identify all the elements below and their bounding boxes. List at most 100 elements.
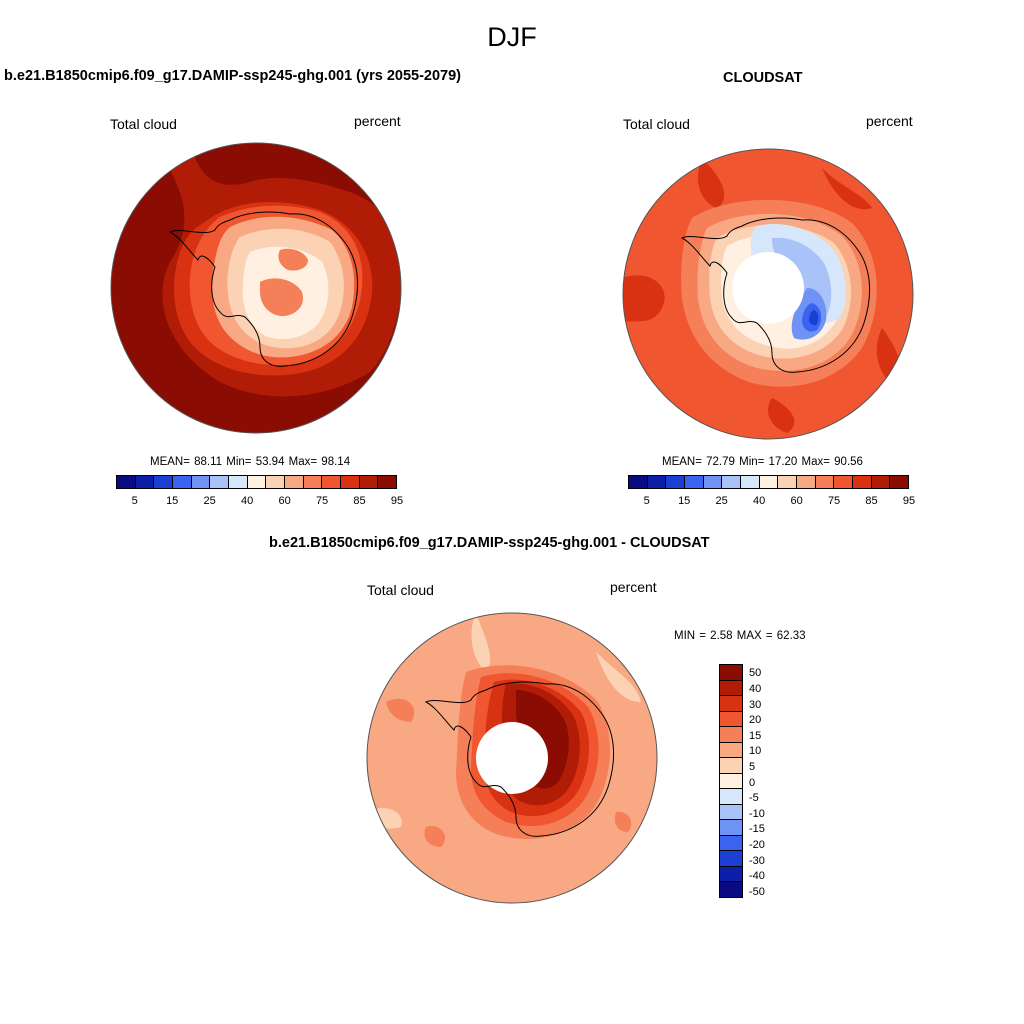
colorbar-swatch — [778, 476, 798, 488]
colorbar-tick-label: 75 — [827, 495, 841, 507]
diff-panel-title: b.e21.B1850cmip6.f09_g17.DAMIP-ssp245-gh… — [269, 535, 710, 551]
colorbar-swatch — [173, 476, 192, 488]
colorbar-tick-label: 95 — [902, 495, 916, 507]
colorbar-tick-label: 20 — [749, 714, 762, 727]
colorbar-swatch — [720, 804, 742, 821]
colorbar-swatch — [117, 476, 136, 488]
colorbar-swatch — [834, 476, 854, 488]
colorbar-tick-label: 85 — [353, 495, 366, 507]
colorbar-swatch — [720, 835, 742, 852]
colorbar-tick-label: 40 — [753, 495, 766, 507]
obs-variable-label: Total cloud — [623, 116, 690, 132]
colorbar-swatch — [890, 476, 909, 488]
model-stats: MEAN= 88.11 Min= 53.94 Max= 98.14 — [150, 456, 351, 468]
obs-missing-data-hole — [732, 252, 804, 324]
colorbar-tick-label: 5 — [131, 495, 138, 507]
colorbar-tick-label: -15 — [749, 823, 765, 836]
colorbar-tick-label: 5 — [643, 495, 650, 507]
colorbar-tick-label: 30 — [749, 698, 762, 711]
colorbar-swatch — [720, 851, 742, 867]
colorbar-swatch — [815, 476, 835, 488]
colorbar-swatch — [229, 476, 248, 488]
colorbar-tick-label: -40 — [749, 870, 765, 883]
colorbar-swatch — [378, 476, 397, 488]
diff-units-label: percent — [610, 579, 657, 595]
colorbar-tick-label: 95 — [390, 495, 404, 507]
model-colorbar — [116, 475, 397, 489]
colorbar-swatch — [685, 476, 704, 488]
colorbar-swatch — [720, 680, 742, 697]
model-variable-label: Total cloud — [110, 116, 177, 132]
colorbar-swatch — [720, 758, 742, 774]
diff-colorbar-ticks: 50 40 30 20 15 10 5 0 -5 -10 -15 -20 -30 -40 -50 — [749, 664, 789, 898]
diff-colorbar — [719, 664, 743, 898]
colorbar-swatch — [797, 476, 816, 488]
colorbar-swatch — [359, 476, 379, 488]
colorbar-tick-label: 0 — [749, 776, 756, 789]
colorbar-swatch — [720, 711, 742, 728]
colorbar-tick-label: -10 — [749, 807, 765, 820]
colorbar-swatch — [629, 476, 648, 488]
diff-stats: MIN = 2.58 MAX = 62.33 — [674, 630, 806, 642]
colorbar-swatch — [266, 476, 286, 488]
colorbar-tick-label: 40 — [241, 495, 254, 507]
colorbar-tick-label: -30 — [749, 854, 765, 867]
colorbar-tick-label: 60 — [278, 495, 291, 507]
colorbar-tick-label: 75 — [315, 495, 329, 507]
colorbar-swatch — [154, 476, 174, 488]
colorbar-swatch — [722, 476, 742, 488]
colorbar-swatch — [720, 696, 742, 712]
colorbar-swatch — [247, 476, 267, 488]
colorbar-swatch — [720, 665, 742, 681]
model-panel-title: b.e21.B1850cmip6.f09_g17.DAMIP-ssp245-gh… — [4, 68, 461, 84]
colorbar-swatch — [853, 476, 872, 488]
diff-variable-label: Total cloud — [367, 582, 434, 598]
colorbar-tick-label: 15 — [678, 495, 691, 507]
colorbar-swatch — [720, 866, 742, 883]
colorbar-swatch — [666, 476, 686, 488]
colorbar-swatch — [322, 476, 342, 488]
season-title: DJF — [487, 22, 537, 52]
colorbar-swatch — [647, 476, 667, 488]
model-units-label: percent — [354, 113, 401, 129]
colorbar-swatch — [703, 476, 723, 488]
colorbar-tick-label: 25 — [203, 495, 216, 507]
obs-antarctica-coastline — [680, 217, 871, 373]
colorbar-tick-label: 50 — [749, 667, 762, 680]
obs-colorbar-ticks: 5 15 25 40 60 75 85 95 — [628, 495, 915, 509]
obs-colorbar — [628, 475, 909, 489]
colorbar-swatch — [741, 476, 760, 488]
colorbar-swatch — [341, 476, 360, 488]
colorbar-tick-label: -50 — [749, 885, 765, 898]
model-colorbar-ticks: 5 15 25 40 60 75 85 95 — [116, 495, 403, 509]
model-map-border — [110, 142, 402, 434]
obs-map-border — [622, 148, 914, 440]
colorbar-tick-label: 5 — [749, 760, 756, 773]
colorbar-swatch — [210, 476, 230, 488]
colorbar-tick-label: 60 — [790, 495, 803, 507]
colorbar-swatch — [191, 476, 211, 488]
colorbar-tick-label: 15 — [166, 495, 179, 507]
colorbar-tick-label: 10 — [749, 745, 762, 758]
colorbar-tick-label: 25 — [715, 495, 728, 507]
colorbar-swatch — [720, 742, 742, 759]
diff-antarctica-coastline — [424, 681, 615, 837]
diff-missing-data-hole — [476, 722, 548, 794]
obs-polar-map — [622, 148, 914, 440]
diff-polar-map — [366, 612, 658, 904]
obs-stats: MEAN= 72.79 Min= 17.20 Max= 90.56 — [662, 456, 863, 468]
obs-units-label: percent — [866, 113, 913, 129]
colorbar-swatch — [871, 476, 891, 488]
colorbar-swatch — [303, 476, 323, 488]
colorbar-swatch — [135, 476, 155, 488]
diff-map-border — [366, 612, 658, 904]
colorbar-swatch — [720, 773, 742, 790]
colorbar-swatch — [285, 476, 304, 488]
colorbar-tick-label: -20 — [749, 838, 765, 851]
colorbar-tick-label: 40 — [749, 682, 762, 695]
colorbar-swatch — [720, 820, 742, 836]
colorbar-tick-label: -5 — [749, 792, 759, 805]
model-antarctica-coastline — [168, 211, 359, 367]
colorbar-swatch — [720, 789, 742, 805]
colorbar-tick-label: 85 — [865, 495, 878, 507]
